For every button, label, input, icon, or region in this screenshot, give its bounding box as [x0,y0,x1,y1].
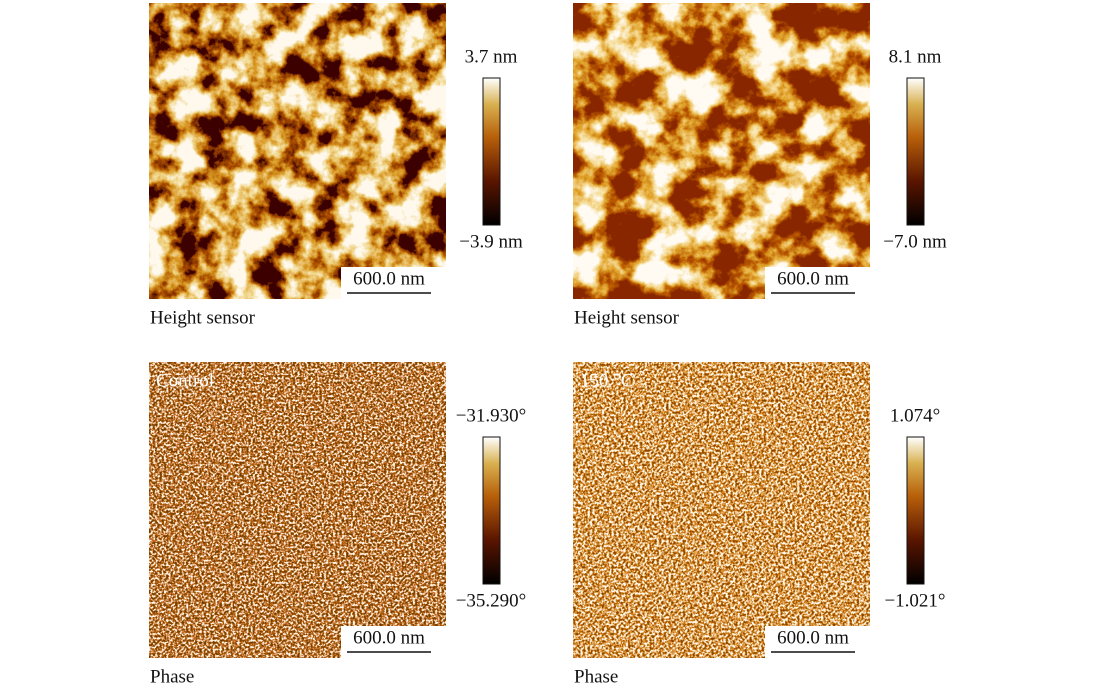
colorbar-min: −35.290° [456,590,527,611]
scale-bar-label: 600.0 nm [777,627,849,648]
afm-image [149,3,446,299]
caption: Phase [150,666,194,687]
scale-bar-label: 600.0 nm [353,268,425,289]
colorbar [906,436,925,585]
afm-image [573,3,870,299]
colorbar-max: 3.7 nm [465,46,518,67]
colorbar [906,77,925,226]
scale-bar-label: 600.0 nm [353,627,425,648]
scale-bar-label: 600.0 nm [777,268,849,289]
colorbar-max: −31.930° [456,405,527,426]
caption: Height sensor [574,307,680,328]
overlay-label: Control [156,370,214,391]
overlay-label: 150 °C [580,370,634,391]
colorbar-max: 1.074° [890,405,940,426]
colorbar-min: −1.021° [884,590,945,611]
colorbar [482,77,501,226]
caption: Height sensor [150,307,256,328]
caption: Phase [574,666,618,687]
colorbar-min: −3.9 nm [459,231,523,252]
colorbar-max: 8.1 nm [889,46,942,67]
colorbar-min: −7.0 nm [883,231,947,252]
colorbar [482,436,501,585]
afm-image [149,362,446,658]
afm-image [573,362,870,658]
